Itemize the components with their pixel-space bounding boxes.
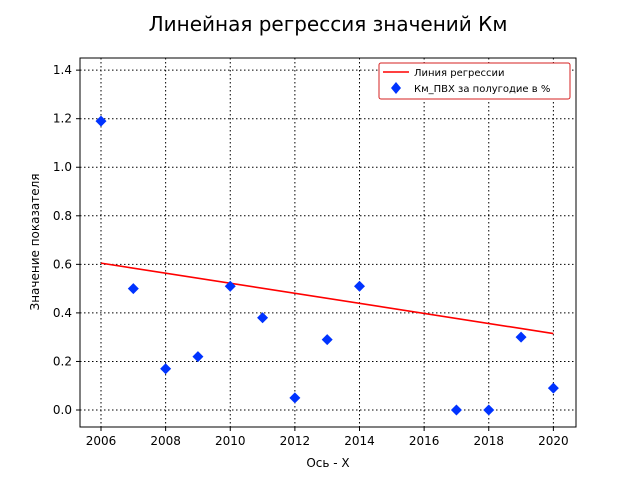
legend-box <box>378 62 571 100</box>
x-tick-label: 2006 <box>86 434 117 448</box>
data-point <box>224 280 236 292</box>
y-axis-label: Значение показателя <box>28 174 42 311</box>
y-tick-label: 0.0 <box>53 403 72 417</box>
data-point <box>354 280 366 292</box>
x-tick-label: 2012 <box>280 434 311 448</box>
y-axis-ticks: 0.0 0.2 0.4 0.6 0.8 1.0 1.2 1.4 <box>53 63 80 417</box>
data-point <box>289 392 301 404</box>
plot-area <box>80 58 576 427</box>
legend: Линия регрессии Км_ПВХ за полугодие в % <box>378 62 571 100</box>
y-tick-label: 0.8 <box>53 209 72 223</box>
x-axis-label: Ось - X <box>306 456 349 470</box>
legend-label-regression: Линия регрессии <box>414 68 505 79</box>
x-axis-ticks: 2006 2008 2010 2012 2014 2016 2018 2020 <box>86 427 569 448</box>
series-layer <box>95 115 559 416</box>
data-point <box>192 351 204 363</box>
y-tick-label: 0.4 <box>53 306 72 320</box>
y-tick-label: 1.0 <box>53 160 72 174</box>
chart-title: Линейная регрессия значений Км <box>149 12 508 36</box>
grid <box>80 58 576 427</box>
y-tick-label: 0.2 <box>53 354 72 368</box>
y-tick-label: 0.6 <box>53 257 72 271</box>
legend-label-scatter: Км_ПВХ за полугодие в % <box>414 84 550 95</box>
data-point <box>450 404 462 416</box>
data-point <box>160 363 172 375</box>
x-tick-label: 2008 <box>150 434 181 448</box>
data-point <box>95 115 107 127</box>
data-point <box>321 334 333 346</box>
regression-line <box>100 262 554 335</box>
data-point <box>547 382 559 394</box>
data-point <box>257 312 269 324</box>
x-tick-label: 2014 <box>344 434 375 448</box>
data-point <box>127 283 139 295</box>
x-tick-label: 2020 <box>538 434 569 448</box>
x-tick-label: 2010 <box>215 434 246 448</box>
data-point <box>515 331 527 343</box>
data-point <box>483 404 495 416</box>
x-tick-label: 2016 <box>409 434 440 448</box>
y-tick-label: 1.2 <box>53 112 72 126</box>
legend-diamond-marker <box>391 82 401 94</box>
x-tick-label: 2018 <box>473 434 504 448</box>
y-tick-label: 1.4 <box>53 63 72 77</box>
plot-frame <box>79 57 577 428</box>
